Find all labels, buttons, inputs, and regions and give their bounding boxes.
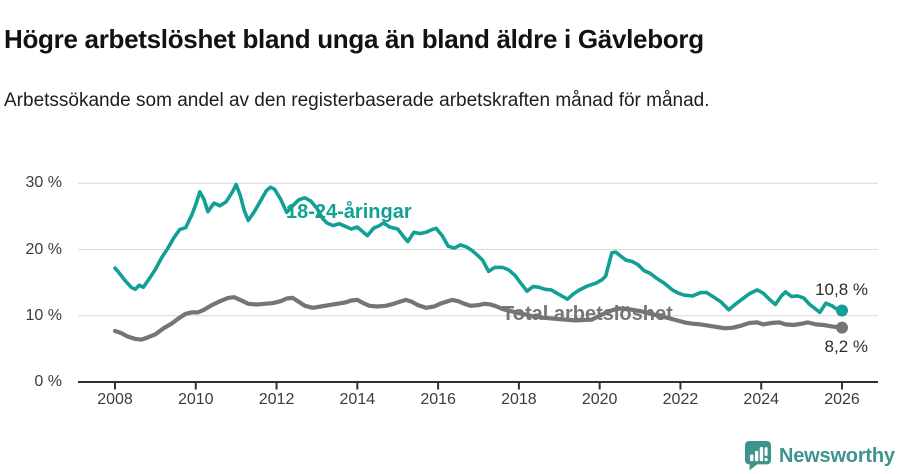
- x-tick-label: 2020: [581, 391, 618, 408]
- series-label-youth: 18-24-åringar: [286, 201, 412, 223]
- series-line-0: [113, 182, 844, 315]
- x-tick-label: 2026: [824, 391, 860, 408]
- x-tick-label: 2022: [662, 391, 699, 408]
- y-tick-label: 20 %: [25, 240, 62, 258]
- page-title: Högre arbetslöshet bland unga än bland ä…: [4, 24, 704, 55]
- x-tick-label: 2014: [339, 391, 376, 408]
- newsworthy-brand-link[interactable]: Newsworthy: [744, 440, 895, 471]
- x-tick-label: 2016: [420, 391, 456, 408]
- brand-name: Newsworthy: [779, 444, 895, 467]
- newsworthy-logo-icon: [744, 441, 772, 471]
- chart-subtitle: Arbetssökande som andel av den registerb…: [4, 90, 710, 111]
- y-tick-label: 0 %: [34, 373, 62, 390]
- y-tick-label: 30 %: [25, 174, 62, 192]
- end-value-label-total: 8,2 %: [824, 337, 868, 356]
- series-end-dot-0: [836, 304, 849, 317]
- end-value-label-youth: 10,8 %: [815, 280, 868, 299]
- x-tick-label: 2008: [97, 391, 133, 408]
- series-end-dot-1: [836, 321, 849, 334]
- x-tick-label: 2024: [743, 391, 780, 408]
- y-tick-label: 10 %: [25, 306, 62, 324]
- series-label-total: Total arbetslöshet: [502, 303, 673, 325]
- x-tick-label: 2012: [258, 391, 295, 408]
- x-tick-label: 2010: [177, 391, 214, 408]
- series-line-1: [112, 295, 845, 342]
- x-tick-label: 2018: [501, 391, 537, 408]
